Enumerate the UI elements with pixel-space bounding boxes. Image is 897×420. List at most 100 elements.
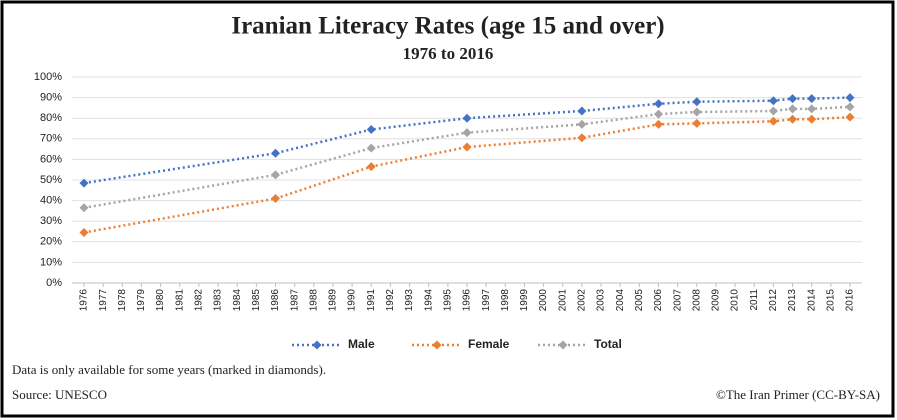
- x-tick-label: 1979: [136, 289, 147, 312]
- data-point: [692, 118, 702, 128]
- data-point: [654, 109, 663, 119]
- x-tick-label: 1999: [519, 289, 530, 312]
- x-tick-label: 1978: [117, 289, 128, 312]
- data-point: [577, 119, 587, 129]
- data-point: [692, 107, 702, 117]
- x-tick-label: 2007: [672, 289, 683, 312]
- data-point: [807, 114, 817, 124]
- legend-marker: [312, 340, 322, 350]
- note: Data is only available for some years (m…: [12, 362, 326, 377]
- x-tick-label: 1996: [462, 289, 473, 312]
- x-tick-label: 2006: [653, 289, 664, 312]
- data-point: [79, 203, 89, 213]
- x-tick-label: 1977: [98, 289, 109, 312]
- data-point: [577, 106, 587, 116]
- x-tick-label: 1992: [385, 289, 396, 312]
- data-point: [768, 96, 778, 106]
- x-tick-label: 2000: [538, 289, 549, 312]
- x-tick-label: 1997: [481, 289, 492, 312]
- data-point: [692, 97, 702, 107]
- legend-label: Total: [594, 337, 622, 351]
- x-tick-label: 1981: [174, 289, 185, 312]
- y-tick-label: 40%: [40, 195, 62, 207]
- y-tick-label: 80%: [40, 112, 62, 124]
- data-point: [807, 104, 817, 114]
- data-point: [654, 119, 663, 129]
- y-tick-label: 60%: [40, 153, 62, 165]
- x-tick-label: 1988: [308, 289, 319, 312]
- y-tick-label: 50%: [40, 174, 62, 186]
- data-point: [788, 114, 798, 124]
- x-tick-label: 1982: [194, 289, 205, 312]
- x-tick-label: 2009: [711, 289, 722, 312]
- data-point: [768, 116, 778, 126]
- y-tick-label: 90%: [40, 92, 62, 104]
- x-tick-label: 2014: [806, 289, 817, 312]
- x-tick-label: 2010: [730, 289, 741, 312]
- data-point: [577, 133, 587, 143]
- data-point: [807, 94, 817, 104]
- y-tick-label: 70%: [40, 133, 62, 145]
- data-point: [788, 94, 798, 104]
- x-tick-label: 2011: [749, 289, 760, 311]
- x-tick-label: 1986: [270, 289, 281, 312]
- chart-title: Iranian Literacy Rates (age 15 and over): [231, 13, 664, 40]
- data-point: [845, 93, 855, 103]
- x-tick-label: 2016: [845, 289, 856, 312]
- x-tick-label: 2002: [577, 289, 588, 312]
- legend-marker: [432, 340, 442, 350]
- data-point: [79, 178, 89, 188]
- source: Source: UNESCO: [12, 387, 107, 402]
- x-tick-label: 1980: [155, 289, 166, 312]
- x-tick-label: 2015: [825, 289, 836, 312]
- legend-label: Female: [468, 337, 510, 351]
- x-tick-label: 2005: [634, 289, 645, 312]
- x-tick-label: 1991: [366, 289, 377, 312]
- data-point: [462, 113, 472, 123]
- x-tick-label: 1976: [79, 289, 90, 312]
- data-point: [845, 112, 855, 122]
- credit: ©The Iran Primer (CC-BY-SA): [716, 387, 880, 402]
- x-tick-label: 1983: [213, 289, 224, 312]
- x-tick-label: 1998: [500, 289, 511, 312]
- y-tick-label: 20%: [40, 236, 62, 248]
- data-point: [366, 125, 376, 135]
- y-tick-label: 10%: [40, 256, 62, 268]
- data-point: [462, 142, 472, 152]
- legend-marker: [558, 340, 568, 350]
- data-point: [654, 99, 663, 109]
- x-tick-label: 2001: [557, 289, 568, 312]
- x-tick-label: 1995: [442, 289, 453, 312]
- x-tick-label: 1990: [347, 289, 358, 312]
- y-tick-label: 30%: [40, 215, 62, 227]
- x-tick-label: 2004: [615, 289, 626, 312]
- data-point: [366, 143, 376, 153]
- x-tick-label: 1985: [251, 289, 262, 312]
- data-point: [79, 228, 89, 238]
- data-point: [788, 104, 798, 114]
- data-point: [271, 170, 280, 180]
- x-tick-label: 1989: [328, 289, 339, 312]
- data-point: [845, 102, 855, 112]
- series-line: [83, 105, 851, 210]
- x-tick-label: 1987: [289, 289, 300, 312]
- x-tick-label: 2013: [787, 289, 798, 312]
- data-point: [271, 148, 280, 158]
- x-tick-label: 2008: [691, 289, 702, 312]
- data-point: [768, 106, 778, 116]
- x-tick-label: 1984: [232, 289, 243, 312]
- data-point: [462, 128, 472, 138]
- y-tick-label: 0%: [46, 277, 62, 289]
- x-tick-label: 2003: [596, 289, 607, 312]
- data-point: [271, 194, 280, 204]
- x-tick-label: 2012: [768, 289, 779, 312]
- y-tick-label: 100%: [34, 71, 62, 83]
- data-point: [366, 162, 376, 172]
- x-tick-label: 1994: [423, 289, 434, 312]
- chart-subtitle: 1976 to 2016: [403, 44, 494, 63]
- legend-label: Male: [348, 337, 375, 351]
- x-tick-label: 1993: [404, 289, 415, 312]
